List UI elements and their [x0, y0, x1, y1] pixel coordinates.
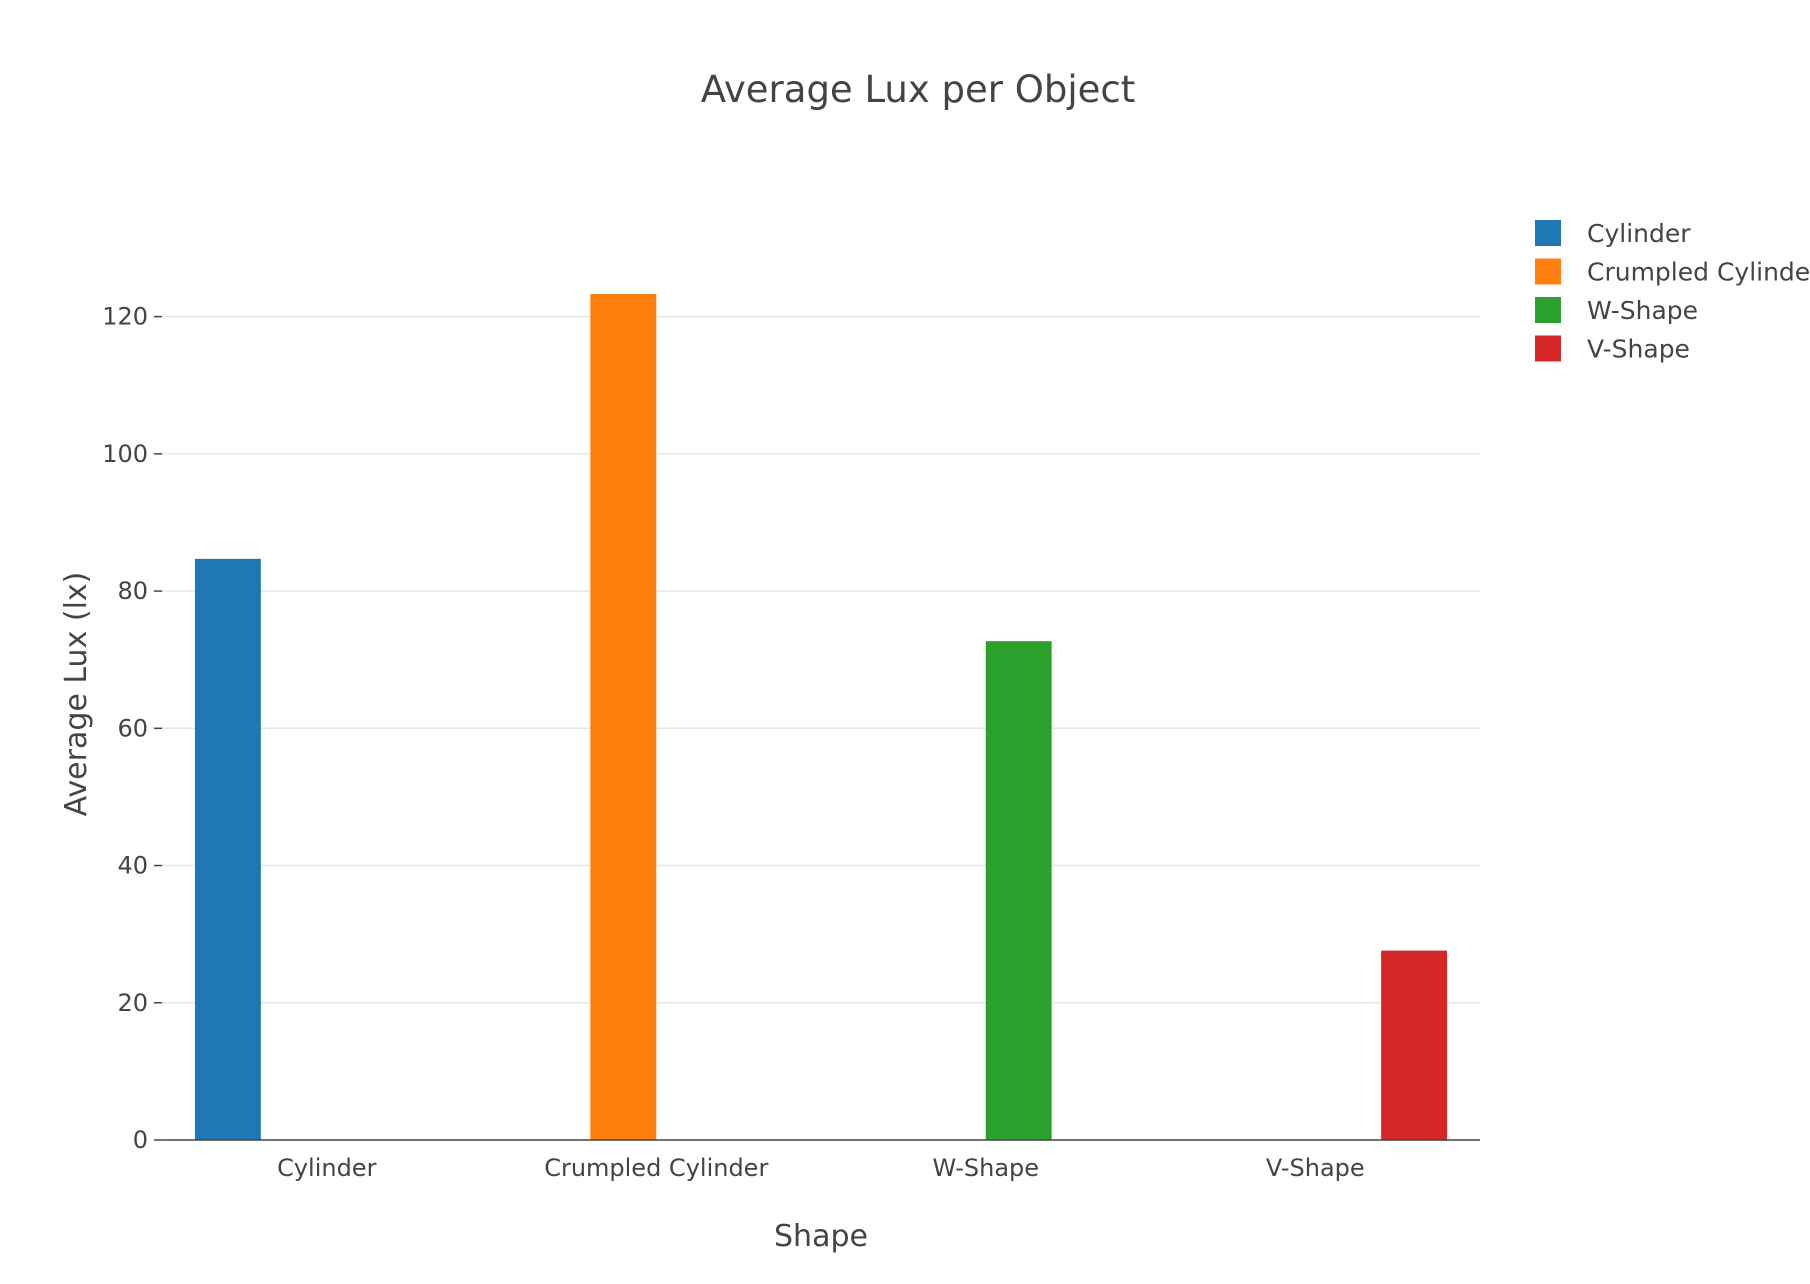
legend-label: Cylinder: [1587, 219, 1691, 248]
legend-item-w-shape[interactable]: W-Shape: [1535, 296, 1698, 325]
legend-label: V-Shape: [1587, 335, 1690, 364]
y-axis-title: Average Lux (lx): [59, 572, 94, 817]
y-tick-label: 60: [117, 714, 148, 742]
x-tick-label: Cylinder: [277, 1154, 377, 1182]
gridlines: [162, 315, 1480, 1004]
legend-item-crumpled-cylinder[interactable]: Crumpled Cylinder: [1535, 258, 1810, 287]
legend-label: Crumpled Cylinder: [1587, 258, 1810, 287]
bar-v-shape[interactable]: [1381, 950, 1448, 1140]
legend[interactable]: Cylinder Crumpled Cylinder W-Shape V-Shape: [1535, 219, 1810, 364]
x-tick-label: W-Shape: [932, 1154, 1039, 1182]
legend-swatch: [1535, 297, 1561, 323]
legend-swatch: [1535, 220, 1561, 246]
y-tick-label: 80: [117, 577, 148, 605]
y-tick-label: 0: [133, 1126, 148, 1154]
legend-label: W-Shape: [1587, 296, 1698, 325]
axes: 0 20 40 60 80 100 120 Cylinder Crumpled Cylinder…: [102, 303, 1480, 1182]
bar-cylinder[interactable]: [194, 558, 261, 1140]
y-tick-label: 20: [117, 989, 148, 1017]
x-tick-label: V-Shape: [1266, 1154, 1365, 1182]
bar-crumpled-cylinder[interactable]: [590, 293, 657, 1141]
x-tick-label: Crumpled Cylinder: [544, 1154, 768, 1182]
legend-swatch: [1535, 335, 1561, 362]
legend-swatch: [1535, 258, 1561, 285]
x-axis-title: Shape: [774, 1219, 868, 1254]
y-tick-label: 120: [102, 303, 148, 331]
y-tick-label: 40: [117, 852, 148, 880]
legend-item-cylinder[interactable]: Cylinder: [1535, 219, 1691, 248]
y-tick-label: 100: [102, 440, 148, 468]
bar-w-shape[interactable]: [985, 641, 1052, 1140]
legend-item-v-shape[interactable]: V-Shape: [1535, 335, 1690, 364]
bars[interactable]: [194, 293, 1448, 1141]
chart-title: Average Lux per Object: [701, 68, 1136, 111]
